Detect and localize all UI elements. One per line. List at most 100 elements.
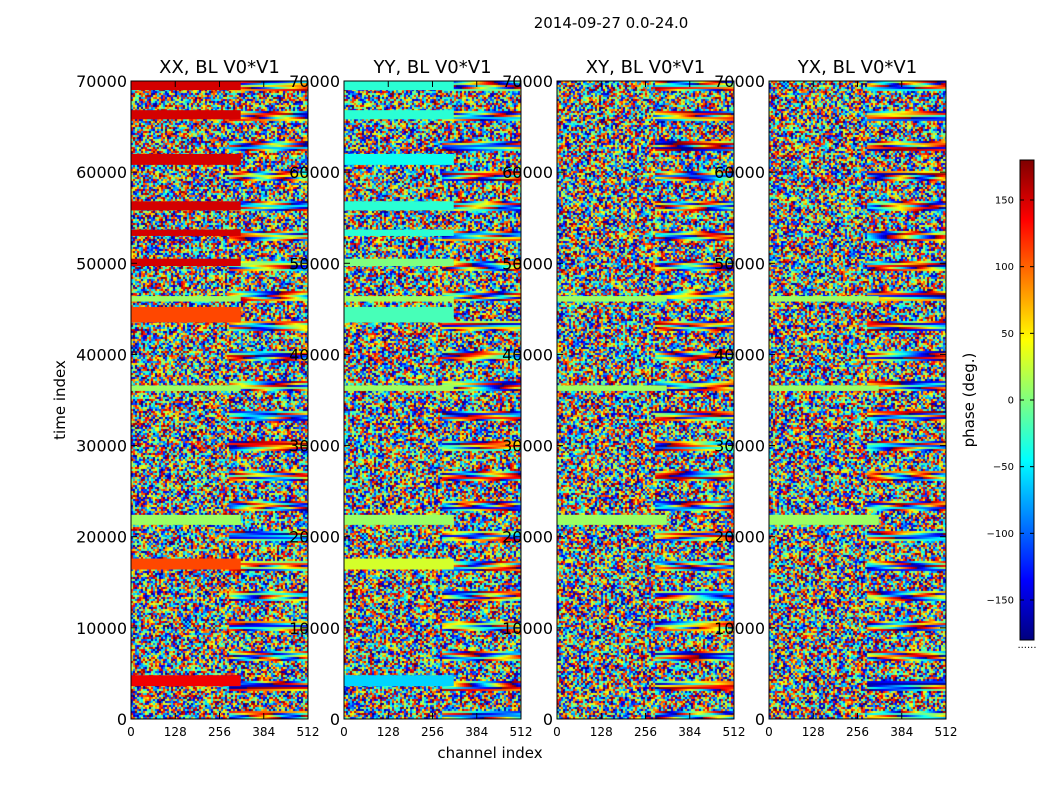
y-tick-label: 70000 [714, 72, 765, 91]
colorbar-footnote: ...... [1017, 640, 1036, 651]
coherent-band [131, 307, 241, 323]
x-tick-label: 384 [890, 725, 913, 739]
y-tick-label: 30000 [502, 437, 553, 456]
heatmap-panel: XY, BL V0*V1 0 10000 20000 30000 40000 50000 60… [502, 57, 745, 739]
coherent-band [131, 296, 241, 302]
y-tick-label: 30000 [289, 437, 340, 456]
coherent-band [344, 153, 454, 165]
y-tick-label: 0 [330, 710, 340, 729]
heatmap-cells [557, 81, 734, 719]
y-tick-label: 60000 [714, 163, 765, 182]
y-tick-label: 70000 [76, 72, 127, 91]
x-tick-label: 0 [765, 725, 773, 739]
coherent-band [344, 307, 454, 323]
coherent-band [769, 514, 879, 525]
coherent-band [344, 201, 454, 211]
panel-title: YY, BL V0*V1 [372, 57, 491, 78]
y-tick-label: 20000 [76, 528, 127, 547]
colorbar-tick-label: 0 [1008, 396, 1014, 407]
x-tick-label: 128 [802, 725, 825, 739]
y-tick-label: 0 [117, 710, 127, 729]
colorbar-tick-label: −100 [987, 529, 1014, 540]
x-tick-label: 0 [340, 725, 348, 739]
coherent-band [131, 110, 241, 120]
colorbar-tick-label: −150 [987, 596, 1014, 607]
x-tick-label: 128 [590, 725, 613, 739]
y-tick-label: 0 [543, 710, 553, 729]
x-tick-label: 256 [846, 725, 869, 739]
x-tick-label: 0 [127, 725, 135, 739]
y-tick-label: 20000 [289, 528, 340, 547]
colorbar-ticks: 150 100 50 0 −50 −100 −150 [987, 196, 1034, 607]
coherent-band [131, 558, 241, 570]
y-tick-label: 40000 [714, 345, 765, 364]
x-tick-label: 512 [723, 725, 746, 739]
coherent-band [131, 385, 241, 391]
colorbar-tick-label: 100 [995, 262, 1014, 273]
heatmap-canvas [769, 81, 946, 719]
x-tick-label: 0 [553, 725, 561, 739]
x-tick-label: 128 [164, 725, 187, 739]
y-tick-label: 70000 [289, 72, 340, 91]
y-tick-label: 40000 [289, 345, 340, 364]
y-tick-label: 40000 [76, 345, 127, 364]
coherent-band [131, 675, 241, 687]
heatmap-canvas [557, 81, 734, 719]
coherent-band [769, 385, 879, 391]
x-tick-label: 256 [421, 725, 444, 739]
coherent-band [557, 385, 667, 391]
x-tick-label: 512 [935, 725, 958, 739]
heatmap-panel: YY, BL V0*V1 0 10000 20000 30000 40000 50000 60… [289, 57, 532, 739]
heatmap-cells [131, 81, 308, 719]
y-tick-label: 10000 [76, 619, 127, 638]
y-tick-label: 60000 [76, 163, 127, 182]
x-tick-label: 384 [252, 725, 275, 739]
y-tick-label: 60000 [502, 163, 553, 182]
coherent-band [344, 558, 454, 570]
y-tick-label: 20000 [714, 528, 765, 547]
coherent-band [131, 81, 241, 91]
y-tick-label: 70000 [502, 72, 553, 91]
coherent-band [344, 296, 454, 302]
figure-title: 2014-09-27 0.0-24.0 [534, 14, 689, 32]
coherent-band [557, 296, 667, 302]
y-axis-label: time index [51, 360, 69, 440]
coherent-band [344, 675, 454, 687]
heatmap-panels: XX, BL V0*V1 0 10000 20000 30000 40000 50000 60… [76, 57, 957, 739]
panel-title: XX, BL V0*V1 [159, 57, 280, 78]
y-tick-label: 30000 [714, 437, 765, 456]
y-tick-label: 10000 [502, 619, 553, 638]
x-tick-label: 512 [510, 725, 533, 739]
coherent-band [344, 81, 454, 91]
heatmap-canvas [344, 81, 521, 719]
colorbar-tick-label: −50 [993, 462, 1014, 473]
x-tick-label: 256 [208, 725, 231, 739]
coherent-band [131, 514, 241, 525]
heatmap-panel: YX, BL V0*V1 0 10000 20000 30000 40000 50000 60… [714, 57, 957, 739]
coherent-band [557, 514, 667, 525]
x-tick-label: 128 [377, 725, 400, 739]
coherent-band [131, 229, 241, 236]
heatmap-panel: XX, BL V0*V1 0 10000 20000 30000 40000 50000 60… [76, 57, 319, 739]
y-tick-label: 20000 [502, 528, 553, 547]
heatmap-canvas [131, 81, 308, 719]
y-tick-label: 50000 [76, 254, 127, 273]
colorbar-label: phase (deg.) [960, 353, 978, 448]
y-tick-label: 30000 [76, 437, 127, 456]
y-tick-label: 60000 [289, 163, 340, 182]
heatmap-cells [769, 81, 946, 719]
x-tick-label: 256 [634, 725, 657, 739]
y-tick-label: 50000 [289, 254, 340, 273]
coherent-band [131, 258, 241, 267]
panel-title: XY, BL V0*V1 [586, 57, 705, 78]
x-tick-label: 384 [465, 725, 488, 739]
panel-title: YX, BL V0*V1 [797, 57, 917, 78]
coherent-band [344, 258, 454, 267]
y-tick-label: 0 [755, 710, 765, 729]
x-axis-label: channel index [437, 744, 542, 762]
colorbar-tick-label: 50 [1001, 329, 1014, 340]
coherent-band [769, 296, 879, 302]
y-tick-label: 50000 [714, 254, 765, 273]
colorbar: 150 100 50 0 −50 −100 −150 phase (deg.) ...... [960, 159, 1037, 651]
